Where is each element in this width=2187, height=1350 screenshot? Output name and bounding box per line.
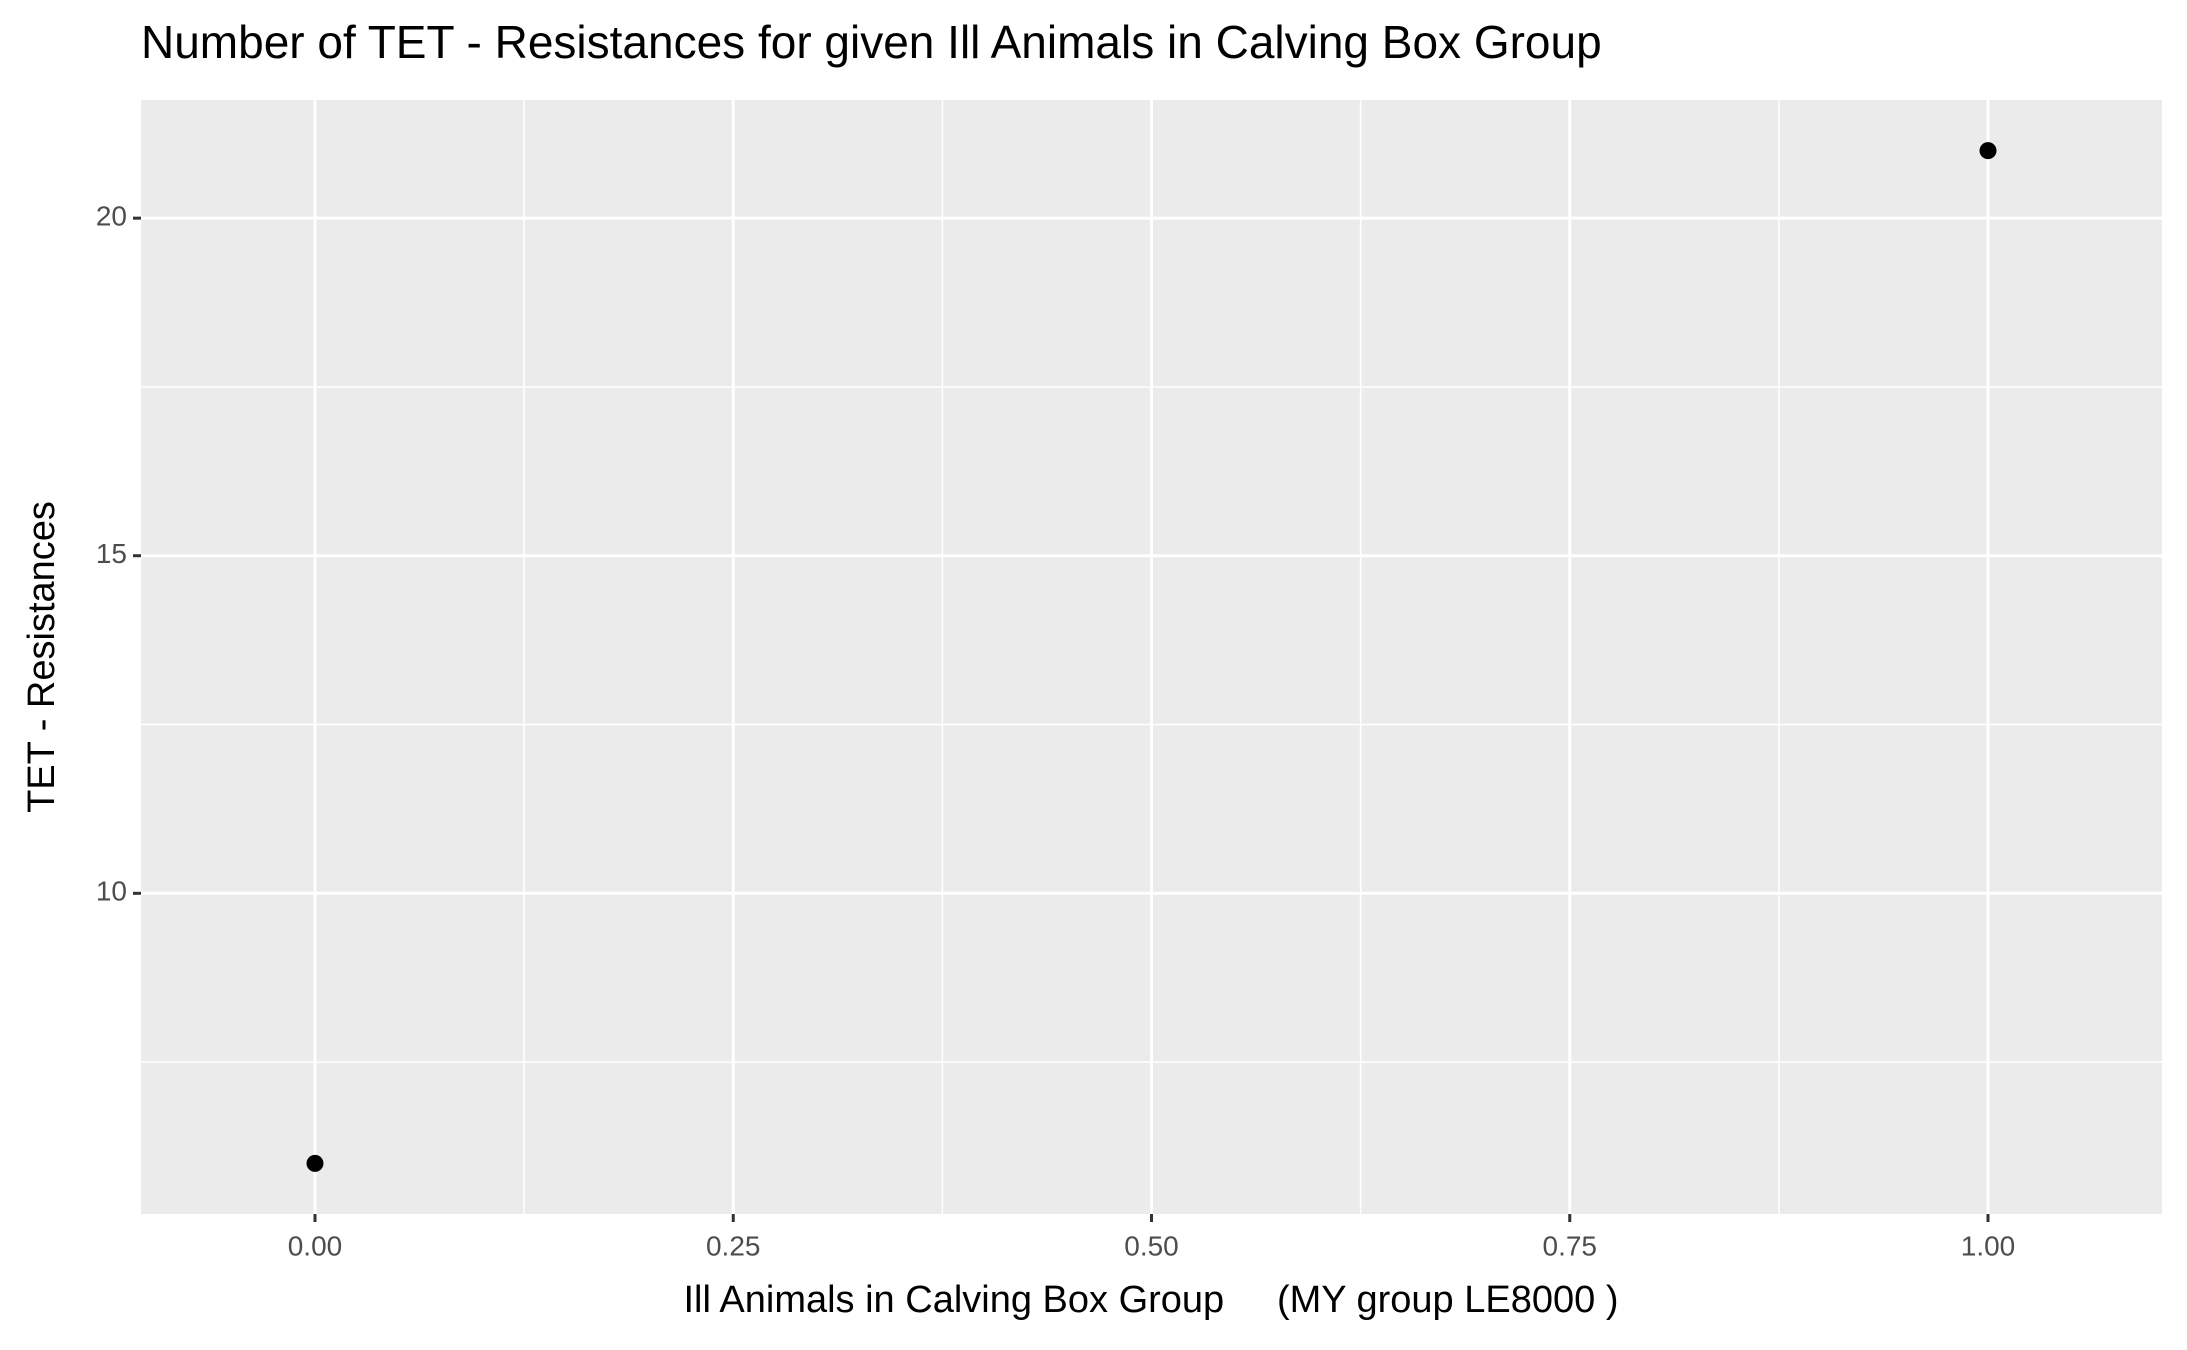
x-tick-label: 0.75 [1543, 1230, 1598, 1261]
x-tick-label: 0.00 [288, 1230, 343, 1261]
x-tick-label: 0.25 [706, 1230, 761, 1261]
x-tick-label: 0.50 [1124, 1230, 1179, 1261]
x-axis-label: Ill Animals in Calving Box Group (MY gro… [684, 1279, 1619, 1321]
x-tick-label: 1.00 [1961, 1230, 2016, 1261]
point [1979, 142, 1997, 160]
y-tick-label: 10 [96, 876, 127, 907]
point [306, 1154, 324, 1172]
y-axis-label: TET - Resistances [21, 501, 63, 813]
chart-title: Number of TET - Resistances for given Il… [141, 16, 1602, 68]
y-tick-label: 20 [96, 201, 127, 232]
grid [141, 100, 2162, 1214]
y-tick-label: 15 [96, 538, 127, 569]
